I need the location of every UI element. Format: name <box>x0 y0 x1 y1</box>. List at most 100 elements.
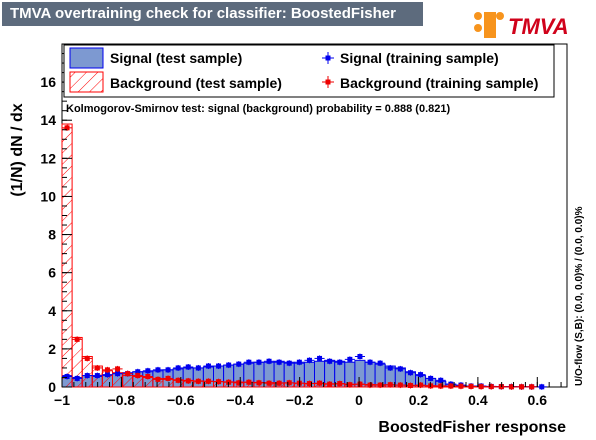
x-tick-label: 0.6 <box>528 392 548 408</box>
background-training-point <box>264 380 275 387</box>
signal-training-point <box>405 369 416 376</box>
background-training-point <box>354 381 365 388</box>
x-tick-label: −0.6 <box>167 392 195 408</box>
background-training-point <box>102 366 113 373</box>
signal-training-point <box>284 360 295 367</box>
signal-training-point <box>415 371 426 378</box>
y-tick-label: 4 <box>48 303 56 319</box>
background-training-point <box>72 336 83 343</box>
background-training-point <box>466 383 477 390</box>
background-training-point <box>284 379 295 386</box>
x-tick-label: −0.8 <box>108 392 136 408</box>
legend-label-signal-test: Signal (test sample) <box>110 50 242 66</box>
y-tick-label: 10 <box>40 188 56 204</box>
background-training-point <box>506 383 517 390</box>
legend-marker-background-training <box>322 76 334 88</box>
background-training-point <box>132 372 143 379</box>
background-training-point <box>455 383 466 390</box>
tmva-logo-text: TMVA <box>508 14 569 39</box>
signal-training-point <box>233 361 244 368</box>
background-training-point <box>213 378 224 385</box>
background-training-point <box>415 382 426 389</box>
background-training-point <box>385 381 396 388</box>
background-test-histogram <box>61 123 538 388</box>
background-training-point <box>324 381 335 388</box>
signal-training-point <box>82 372 93 379</box>
x-tick-label: −1 <box>54 392 70 408</box>
background-training-point <box>395 382 406 389</box>
y-tick-label: 6 <box>48 265 56 281</box>
background-training-point <box>112 365 123 372</box>
x-tick-label: 0.2 <box>409 392 429 408</box>
signal-training-point <box>334 359 345 366</box>
signal-training-points <box>62 353 547 390</box>
signal-training-point <box>142 367 153 374</box>
signal-training-point <box>274 359 285 366</box>
signal-training-point <box>193 364 204 371</box>
y-axis-title: (1/N) dN / dx <box>9 103 26 196</box>
x-axis: −1 −0.8 −0.6 −0.4 −0.2 0 0.2 0.4 0.6 <box>54 377 562 408</box>
background-training-point <box>365 382 376 389</box>
chart-title: TMVA overtraining check for classifier: … <box>10 5 396 22</box>
legend-box <box>63 44 555 98</box>
signal-training-point <box>536 383 547 390</box>
signal-training-point <box>375 360 386 367</box>
background-training-point <box>203 378 214 385</box>
background-training-point <box>435 383 446 390</box>
background-training-point <box>92 364 103 371</box>
legend-swatch-signal-test <box>69 47 104 69</box>
background-training-point <box>62 124 73 131</box>
signal-training-point <box>395 365 406 372</box>
legend-label-signal-training: Signal (training sample) <box>340 50 499 66</box>
signal-training-point <box>365 359 376 366</box>
background-training-point <box>375 382 386 389</box>
signal-training-point <box>62 373 73 380</box>
y-tick-label: 14 <box>40 112 56 128</box>
signal-training-point <box>354 353 365 360</box>
y-tick-label: 2 <box>48 341 56 357</box>
background-training-point <box>163 375 174 382</box>
background-training-point <box>253 379 264 386</box>
background-training-point <box>183 377 194 384</box>
signal-training-point <box>183 363 194 370</box>
background-training-point <box>486 383 497 390</box>
signal-training-point <box>173 364 184 371</box>
signal-training-point <box>213 363 224 370</box>
background-training-point <box>173 377 184 384</box>
background-training-points <box>62 124 537 390</box>
signal-training-point <box>314 355 325 362</box>
y-tick-label: 16 <box>40 74 56 90</box>
signal-training-point <box>324 358 335 365</box>
signal-training-point <box>385 364 396 371</box>
signal-training-point <box>294 359 305 366</box>
background-test-bar <box>122 375 134 388</box>
x-tick-label: −0.2 <box>286 392 314 408</box>
signal-training-point <box>152 366 163 373</box>
x-tick-label: −0.4 <box>226 392 254 408</box>
signal-training-point <box>425 375 436 382</box>
x-tick-label: 0 <box>355 392 363 408</box>
signal-training-point <box>163 366 174 373</box>
signal-training-point <box>203 363 214 370</box>
background-training-point <box>526 383 537 390</box>
signal-training-point <box>92 372 103 379</box>
signal-training-point <box>72 375 83 382</box>
y-tick-label: 0 <box>48 379 56 395</box>
background-training-point <box>233 379 244 386</box>
signal-training-point <box>304 357 315 364</box>
signal-training-point <box>253 359 264 366</box>
signal-training-point <box>435 377 446 384</box>
ks-test-annotation: Kolmogorov-Smirnov test: signal (backgro… <box>66 103 450 115</box>
y-tick-label: 8 <box>48 227 56 243</box>
background-test-bar <box>61 123 73 388</box>
background-training-point <box>122 370 133 377</box>
background-training-point <box>82 355 93 362</box>
background-training-point <box>193 378 204 385</box>
overflow-annotation: U/O-flow (S,B): (0.0, 0.0)% / (0.0, 0.0)… <box>574 206 585 386</box>
y-tick-label: 12 <box>40 150 56 166</box>
background-training-point <box>142 373 153 380</box>
background-training-point <box>344 381 355 388</box>
chart-title-banner: TMVA overtraining check for classifier: … <box>2 2 423 26</box>
x-tick-label: 0.4 <box>468 392 488 408</box>
